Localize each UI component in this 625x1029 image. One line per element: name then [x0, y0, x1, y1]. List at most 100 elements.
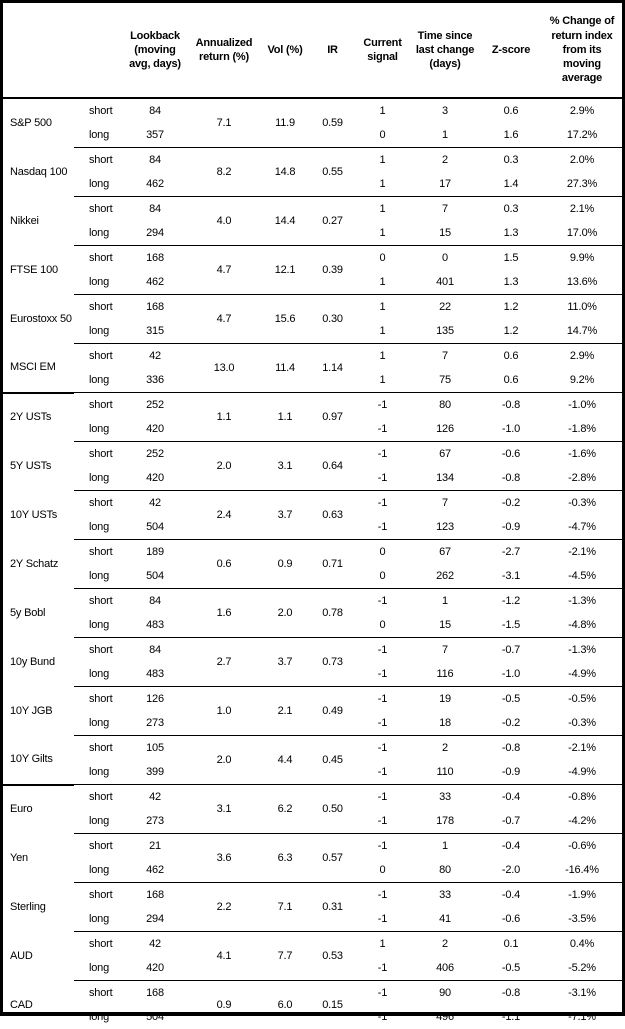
signal-cell: -1	[355, 785, 410, 810]
asset-name-cell: 10Y JGB	[3, 687, 74, 736]
time-since-cell: 116	[410, 662, 480, 687]
term-cell: long	[74, 613, 122, 638]
pct-change-cell: -1.6%	[542, 442, 622, 467]
time-since-cell: 134	[410, 466, 480, 491]
asset-name-cell: Nasdaq 100	[3, 148, 74, 197]
term-cell: long	[74, 1005, 122, 1029]
lookback-cell: 84	[122, 197, 188, 222]
ir-cell: 0.39	[310, 246, 355, 295]
signal-cell: -1	[355, 736, 410, 761]
lookback-cell: 84	[122, 148, 188, 173]
signal-cell: 0	[355, 858, 410, 883]
lookback-cell: 483	[122, 613, 188, 638]
col-header-time-since-change: Time since last change (days)	[410, 3, 480, 98]
signal-cell: 1	[355, 148, 410, 173]
term-cell: long	[74, 662, 122, 687]
ir-cell: 0.63	[310, 491, 355, 540]
annualized-return-cell: 1.1	[188, 393, 260, 442]
signal-cell: 1	[355, 319, 410, 344]
annualized-return-cell: 8.2	[188, 148, 260, 197]
lookback-cell: 462	[122, 172, 188, 197]
time-since-cell: 262	[410, 564, 480, 589]
time-since-cell: 2	[410, 736, 480, 761]
time-since-cell: 67	[410, 540, 480, 565]
pct-change-cell: -16.4%	[542, 858, 622, 883]
z-score-cell: -0.4	[480, 785, 542, 810]
vol-cell: 3.1	[260, 442, 310, 491]
asset-name-cell: Nikkei	[3, 197, 74, 246]
z-score-cell: -0.2	[480, 491, 542, 516]
z-score-cell: 1.5	[480, 246, 542, 271]
pct-change-cell: -1.9%	[542, 883, 622, 908]
z-score-cell: 1.3	[480, 221, 542, 246]
lookback-cell: 126	[122, 687, 188, 712]
ir-cell: 1.14	[310, 344, 355, 393]
corner-cell-term	[74, 3, 122, 98]
asset-name-cell: 10Y Gilts	[3, 736, 74, 785]
lookback-cell: 42	[122, 491, 188, 516]
ir-cell: 0.45	[310, 736, 355, 785]
time-since-cell: 7	[410, 197, 480, 222]
pct-change-cell: -7.1%	[542, 1005, 622, 1029]
lookback-cell: 42	[122, 785, 188, 810]
signal-cell: -1	[355, 589, 410, 614]
term-cell: long	[74, 319, 122, 344]
momentum-signals-table: Lookback (moving avg, days) Annualized r…	[3, 3, 622, 1029]
vol-cell: 12.1	[260, 246, 310, 295]
z-score-cell: -1.2	[480, 589, 542, 614]
term-cell: long	[74, 760, 122, 785]
pct-change-cell: -4.8%	[542, 613, 622, 638]
ir-cell: 0.59	[310, 98, 355, 148]
time-since-cell: 496	[410, 1005, 480, 1029]
z-score-cell: 0.6	[480, 368, 542, 393]
annualized-return-cell: 3.6	[188, 834, 260, 883]
vol-cell: 11.4	[260, 344, 310, 393]
pct-change-cell: -1.8%	[542, 417, 622, 442]
pct-change-cell: -2.1%	[542, 736, 622, 761]
asset-name-cell: Eurostoxx 50	[3, 295, 74, 344]
ir-cell: 0.31	[310, 883, 355, 932]
signal-cell: -1	[355, 491, 410, 516]
asset-name-cell: Sterling	[3, 883, 74, 932]
z-score-cell: -0.4	[480, 834, 542, 859]
col-header-pct-change-vs-ma: % Change of return index from its moving…	[542, 3, 622, 98]
vol-cell: 14.8	[260, 148, 310, 197]
signal-cell: -1	[355, 393, 410, 418]
signal-cell: 0	[355, 123, 410, 148]
asset-name-cell: 5Y USTs	[3, 442, 74, 491]
lookback-cell: 294	[122, 907, 188, 932]
lookback-cell: 168	[122, 246, 188, 271]
signal-cell: -1	[355, 907, 410, 932]
time-since-cell: 0	[410, 246, 480, 271]
z-score-cell: -1.0	[480, 662, 542, 687]
signal-cell: 0	[355, 540, 410, 565]
pct-change-cell: 0.4%	[542, 932, 622, 957]
pct-change-cell: -5.2%	[542, 956, 622, 981]
term-cell: long	[74, 172, 122, 197]
signal-cell: -1	[355, 711, 410, 736]
lookback-cell: 504	[122, 1005, 188, 1029]
lookback-cell: 357	[122, 123, 188, 148]
z-score-cell: -0.5	[480, 687, 542, 712]
corner-cell-asset	[3, 3, 74, 98]
lookback-cell: 252	[122, 442, 188, 467]
ir-cell: 0.55	[310, 148, 355, 197]
term-cell: long	[74, 907, 122, 932]
lookback-cell: 84	[122, 98, 188, 123]
asset-name-cell: 2Y Schatz	[3, 540, 74, 589]
pct-change-cell: -4.7%	[542, 515, 622, 540]
pct-change-cell: 9.9%	[542, 246, 622, 271]
signal-cell: -1	[355, 417, 410, 442]
annualized-return-cell: 2.7	[188, 638, 260, 687]
vol-cell: 15.6	[260, 295, 310, 344]
term-cell: short	[74, 442, 122, 467]
term-cell: short	[74, 834, 122, 859]
lookback-cell: 168	[122, 295, 188, 320]
annualized-return-cell: 2.0	[188, 442, 260, 491]
